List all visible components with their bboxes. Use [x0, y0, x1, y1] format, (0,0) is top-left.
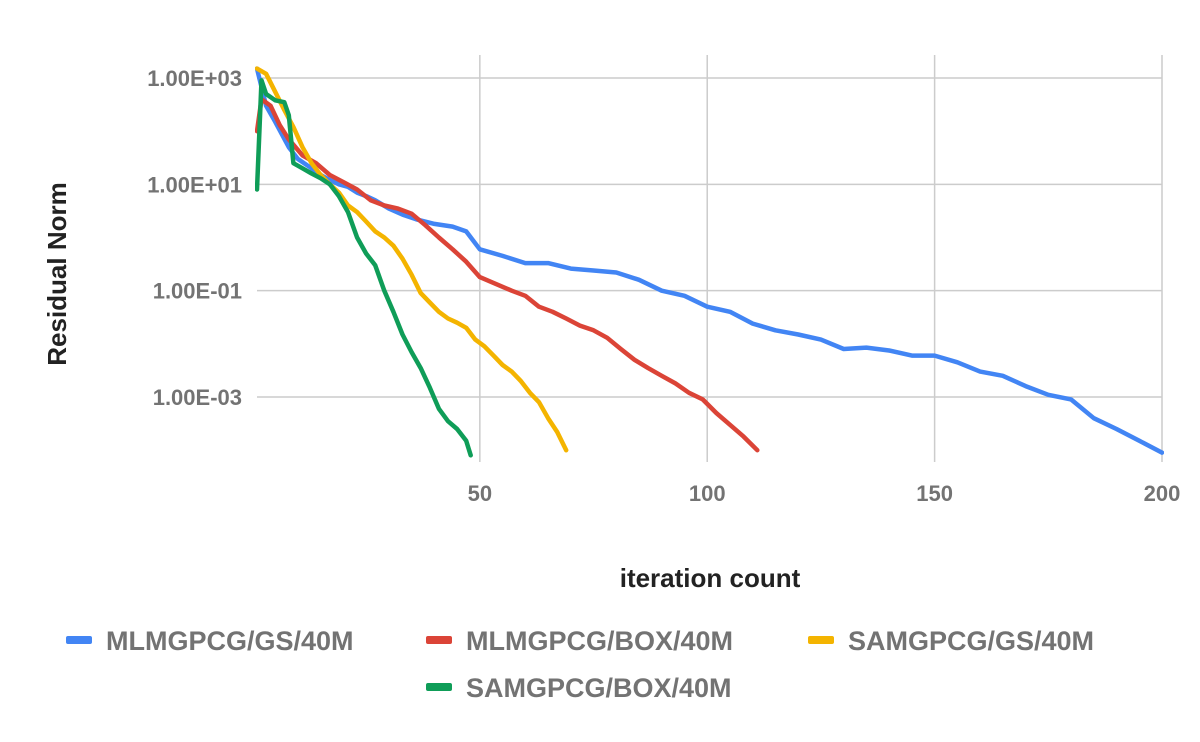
series-line-4: [255, 78, 473, 458]
x-axis-title: iteration count: [620, 563, 801, 593]
legend-item: MLMGPCG/GS/40M: [66, 626, 354, 656]
legend-label: MLMGPCG/GS/40M: [106, 626, 354, 656]
y-tick-label: 1.00E+03: [147, 66, 242, 91]
y-axis-title: Residual Norm: [42, 182, 72, 366]
y-tick-label: 1.00E+01: [147, 172, 242, 197]
y-tick-label: 1.00E-03: [153, 385, 242, 410]
y-tick-labels: 1.00E+03 1.00E+01 1.00E-01 1.00E-03: [147, 66, 242, 410]
x-tick-label: 50: [468, 481, 492, 506]
x-tick-label: 200: [1144, 481, 1181, 506]
y-tick-label: 1.00E-01: [153, 279, 242, 304]
series-line-1: [255, 66, 1164, 455]
legend-item: SAMGPCG/BOX/40M: [426, 673, 732, 703]
series-line-3: [255, 66, 569, 453]
legend-swatch: [808, 636, 834, 644]
legend-swatch: [426, 636, 452, 644]
legend-item: MLMGPCG/BOX/40M: [426, 626, 733, 656]
legend-label: MLMGPCG/BOX/40M: [466, 626, 733, 656]
legend: MLMGPCG/GS/40M MLMGPCG/BOX/40M SAMGPCG/GS/…: [66, 626, 1094, 703]
series-lines: [255, 66, 1164, 458]
legend-item: SAMGPCG/GS/40M: [808, 626, 1094, 656]
x-tick-label: 150: [916, 481, 953, 506]
legend-label: SAMGPCG/GS/40M: [848, 626, 1094, 656]
series-line-2: [255, 96, 760, 453]
legend-swatch: [426, 683, 452, 691]
x-tick-labels: 50 100 150 200: [468, 481, 1181, 506]
legend-swatch: [66, 636, 92, 644]
legend-label: SAMGPCG/BOX/40M: [466, 673, 732, 703]
grid-lines: [257, 55, 1163, 462]
x-tick-label: 100: [689, 481, 726, 506]
